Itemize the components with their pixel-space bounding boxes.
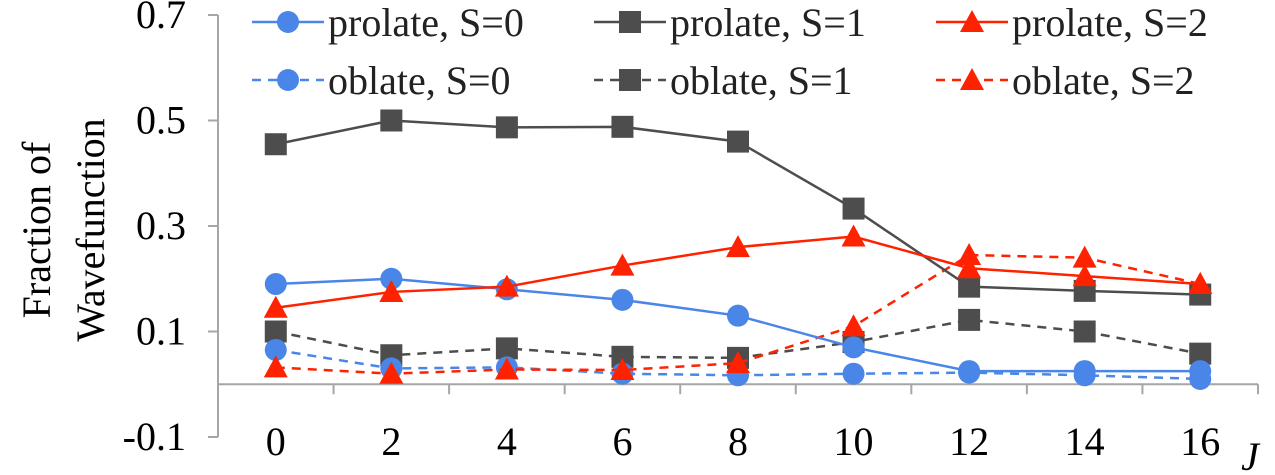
data-point <box>842 197 865 220</box>
legend-entry: oblate, S=2 <box>936 58 1195 103</box>
legend-label: oblate, S=2 <box>1012 58 1195 103</box>
data-point <box>611 115 634 138</box>
x-tick-label: 0 <box>266 419 286 464</box>
data-point <box>263 355 288 378</box>
data-point <box>841 224 866 247</box>
data-point <box>842 362 865 385</box>
y-tick-label: 0.3 <box>136 203 186 248</box>
data-point <box>958 360 981 383</box>
data-point <box>1188 272 1213 295</box>
x-tick-labels: 0 2 4 6 8 10 12 14 16 <box>266 419 1220 464</box>
legend-label: oblate, S=0 <box>328 58 511 103</box>
data-point <box>1073 320 1096 343</box>
legend-marker <box>619 69 641 91</box>
data-point <box>1189 360 1212 383</box>
data-point <box>264 338 287 361</box>
y-axis-title: Fraction of Wavefunction <box>14 118 113 341</box>
legend-label: prolate, S=2 <box>1012 0 1208 45</box>
series-line <box>275 348 1201 381</box>
data-point <box>494 274 519 297</box>
data-point <box>1189 342 1212 365</box>
legend-marker <box>619 11 641 33</box>
series-prolate, S=1 <box>264 109 1212 306</box>
x-tick-label: 2 <box>381 419 401 464</box>
data-point <box>495 116 518 139</box>
data-point <box>957 243 982 266</box>
data-point <box>1073 360 1096 383</box>
y-tick-label: 0.7 <box>136 0 186 37</box>
data-point <box>1072 245 1097 268</box>
legend-label: oblate, S=1 <box>670 58 853 103</box>
x-tick-label: 6 <box>612 419 632 464</box>
legend-label: prolate, S=1 <box>670 0 866 45</box>
data-point <box>726 235 750 258</box>
x-tick-label: 16 <box>1180 419 1220 464</box>
data-point <box>610 358 635 381</box>
data-point <box>264 133 287 156</box>
x-tick-label: 10 <box>834 419 874 464</box>
data-point <box>264 320 287 343</box>
legend-marker <box>277 11 299 33</box>
legend-entry: oblate, S=0 <box>252 58 511 103</box>
x-axis-title: J <box>1241 434 1261 475</box>
legend-marker <box>960 68 984 90</box>
data-point <box>958 275 981 298</box>
y-tick-labels: -0.1 0.1 0.3 0.5 0.7 <box>123 0 186 459</box>
data-point <box>958 308 981 331</box>
data-point <box>380 109 403 132</box>
series-prolate, S=2 <box>263 224 1213 318</box>
data-point <box>842 336 865 359</box>
data-point <box>495 337 518 360</box>
data-point <box>841 314 866 337</box>
y-axis-title-line: Wavefunction <box>68 118 113 341</box>
y-tick-label: 0.1 <box>136 309 186 354</box>
legend: prolate, S=0 prolate, S=1 prolate, S=2 obla… <box>252 0 1208 103</box>
data-point <box>611 345 634 368</box>
legend-marker <box>277 69 299 91</box>
legend-entry: prolate, S=2 <box>936 0 1208 45</box>
data-point <box>1072 264 1097 287</box>
data-point <box>611 288 634 311</box>
data-point <box>380 267 403 290</box>
data-point <box>726 351 750 374</box>
legend-entry: prolate, S=0 <box>252 0 524 45</box>
y-tick-label: -0.1 <box>123 414 186 459</box>
y-axis-title-line: Fraction of <box>14 141 59 318</box>
x-tick-label: 4 <box>497 419 517 464</box>
y-tick-label: 0.5 <box>136 98 186 143</box>
data-point <box>957 256 982 279</box>
legend-marker <box>960 10 984 32</box>
x-tick-label: 12 <box>949 419 989 464</box>
data-point <box>264 273 287 296</box>
legend-entry: prolate, S=1 <box>594 0 866 45</box>
legend-label: prolate, S=0 <box>328 0 524 45</box>
data-point <box>610 253 635 276</box>
x-tick-marks <box>217 384 1259 395</box>
y-tick-marks <box>208 14 218 438</box>
data-point <box>263 295 288 318</box>
data-point <box>379 361 404 384</box>
legend-entry: oblate, S=1 <box>594 58 853 103</box>
x-tick-label: 14 <box>1065 419 1105 464</box>
data-point <box>727 304 749 327</box>
x-tick-label: 8 <box>728 419 748 464</box>
data-point <box>494 357 519 380</box>
data-point <box>379 279 404 302</box>
data-point <box>727 130 749 153</box>
series-layer <box>263 109 1213 390</box>
